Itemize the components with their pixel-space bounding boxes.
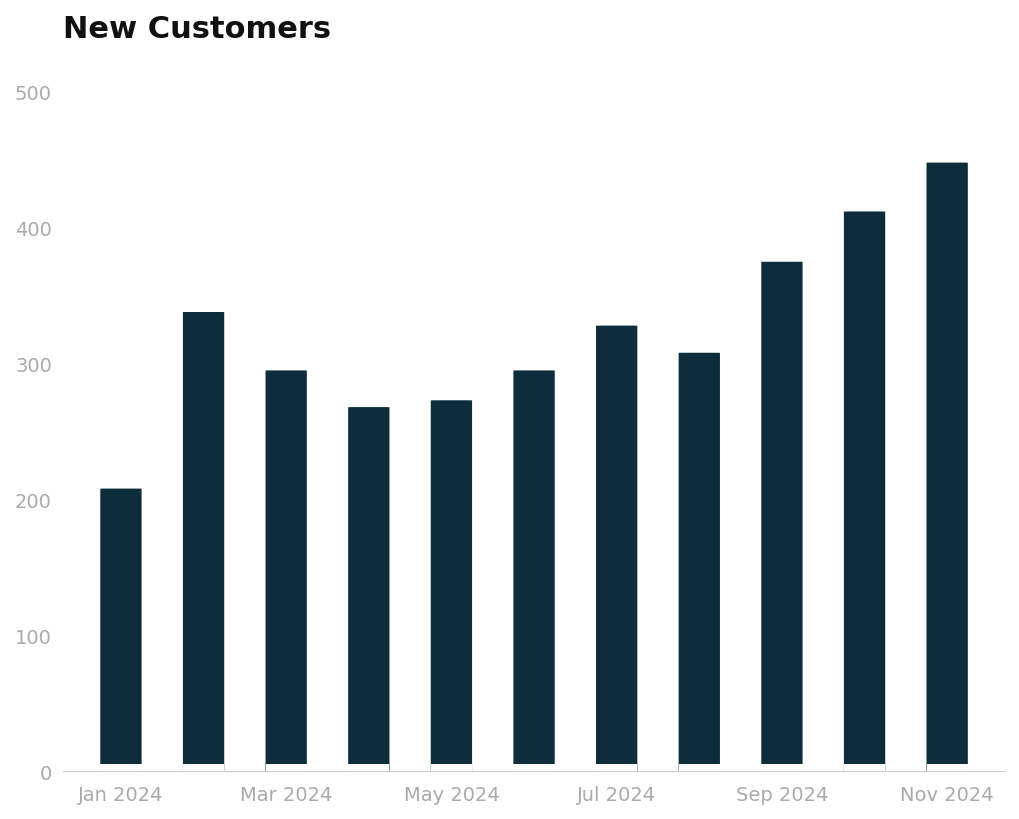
FancyBboxPatch shape — [265, 371, 307, 771]
Bar — [430, 400, 472, 771]
FancyBboxPatch shape — [347, 764, 389, 778]
FancyBboxPatch shape — [100, 764, 142, 778]
FancyBboxPatch shape — [430, 400, 472, 771]
Text: New Customers: New Customers — [63, 15, 331, 44]
Bar — [595, 326, 637, 771]
FancyBboxPatch shape — [760, 764, 802, 778]
FancyBboxPatch shape — [595, 326, 637, 771]
Bar — [182, 313, 224, 771]
FancyBboxPatch shape — [182, 764, 224, 778]
FancyBboxPatch shape — [843, 212, 884, 771]
FancyBboxPatch shape — [100, 489, 142, 771]
Bar — [760, 262, 802, 771]
FancyBboxPatch shape — [925, 764, 967, 778]
FancyBboxPatch shape — [678, 353, 719, 771]
Bar — [347, 408, 389, 771]
Bar — [513, 371, 554, 771]
Bar — [678, 353, 719, 771]
FancyBboxPatch shape — [347, 408, 389, 771]
FancyBboxPatch shape — [843, 764, 884, 778]
FancyBboxPatch shape — [678, 764, 719, 778]
FancyBboxPatch shape — [513, 764, 554, 778]
Bar — [843, 212, 884, 771]
Bar — [265, 371, 307, 771]
Bar — [925, 163, 967, 771]
FancyBboxPatch shape — [265, 764, 307, 778]
FancyBboxPatch shape — [760, 262, 802, 771]
FancyBboxPatch shape — [513, 371, 554, 771]
Bar — [100, 489, 142, 771]
FancyBboxPatch shape — [430, 764, 472, 778]
FancyBboxPatch shape — [595, 764, 637, 778]
FancyBboxPatch shape — [182, 313, 224, 771]
FancyBboxPatch shape — [925, 163, 967, 771]
